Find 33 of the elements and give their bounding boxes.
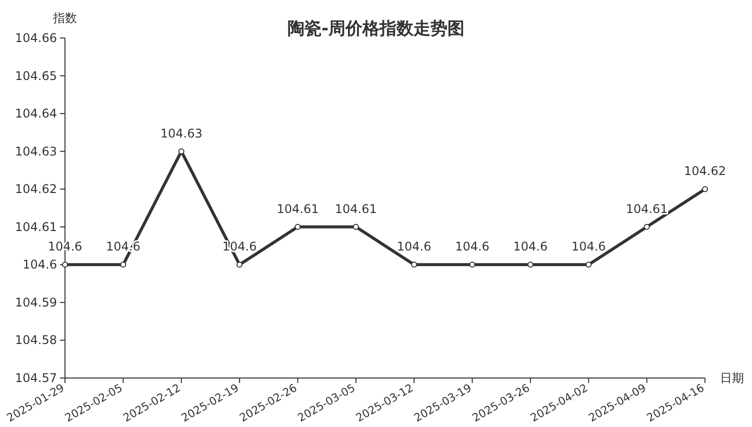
- y-tick-label: 104.57: [15, 371, 57, 385]
- point: [294, 224, 301, 230]
- y-axis-title: 指数: [52, 11, 77, 25]
- point: [120, 262, 126, 268]
- y-tick-label: 104.61: [15, 220, 57, 234]
- point: [469, 262, 476, 268]
- chart-title: 陶瓷-周价格指数走势图: [287, 19, 465, 39]
- data-label: 104.61: [276, 202, 319, 216]
- y-tick-label: 104.65: [15, 68, 57, 83]
- y-tick-label: 104.64: [15, 106, 57, 121]
- point: [411, 262, 418, 268]
- y-tick-label: 104.62: [15, 182, 57, 196]
- y-tick-label: 104.66: [15, 31, 57, 45]
- data-label: 104.6: [571, 240, 606, 254]
- x-axis-title: 日期: [720, 371, 744, 385]
- data-label: 104.62: [684, 164, 726, 178]
- point: [702, 186, 708, 192]
- data-label: 104.61: [334, 202, 377, 216]
- y-tick-label: 104.6: [22, 258, 57, 272]
- y-tick-label: 104.59: [15, 295, 57, 310]
- point: [586, 262, 592, 268]
- y-tick-label: 104.63: [15, 144, 57, 158]
- point: [352, 224, 359, 230]
- point: [644, 224, 650, 230]
- data-label: 104.61: [626, 202, 668, 216]
- y-tick-label: 104.58: [15, 333, 57, 348]
- data-label: 104.6: [513, 240, 548, 254]
- data-label: 104.6: [396, 240, 432, 254]
- point: [62, 262, 68, 268]
- data-label: 104.63: [160, 126, 202, 140]
- point: [236, 262, 243, 268]
- data-label: 104.6: [455, 240, 490, 254]
- point: [527, 262, 534, 268]
